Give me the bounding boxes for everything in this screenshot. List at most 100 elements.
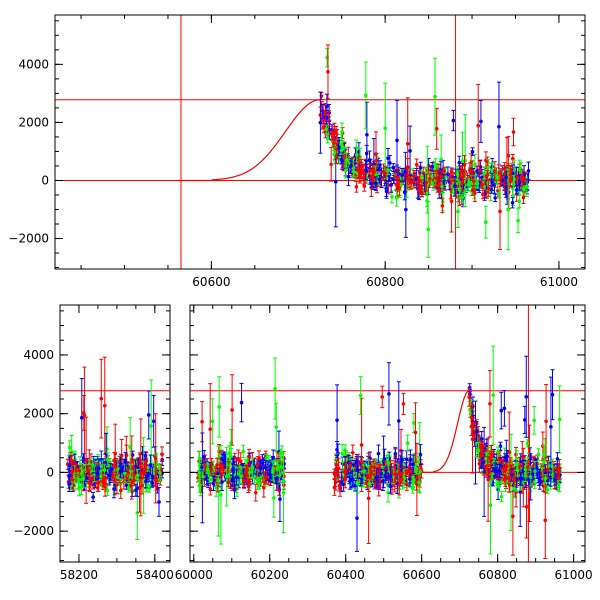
data-point	[69, 458, 74, 463]
data-point	[377, 177, 382, 182]
data-point	[517, 167, 522, 172]
data-point	[274, 425, 279, 429]
data-point	[363, 93, 368, 98]
data-point	[384, 186, 389, 191]
data-point	[105, 488, 110, 493]
data-point	[215, 463, 219, 467]
data-point	[374, 181, 378, 186]
data-point	[453, 184, 457, 188]
data-point	[449, 199, 454, 204]
data-point	[135, 473, 140, 478]
data-point	[417, 188, 421, 192]
data-point	[457, 160, 462, 165]
data-point	[241, 478, 246, 483]
data-point	[499, 175, 503, 180]
data-point	[217, 405, 221, 409]
data-point	[150, 474, 155, 479]
data-point	[414, 162, 419, 167]
data-point	[430, 164, 435, 169]
data-point	[96, 481, 101, 485]
data-point	[236, 457, 241, 462]
data-point	[511, 194, 515, 199]
data-point	[325, 104, 329, 109]
data-point	[390, 194, 394, 199]
data-point	[405, 141, 410, 146]
y-tick-label: 0	[46, 465, 54, 479]
data-point	[512, 167, 517, 171]
data-point	[412, 421, 416, 425]
data-point	[510, 200, 515, 205]
data-point	[470, 188, 475, 193]
data-point	[67, 482, 71, 487]
data-point	[197, 456, 202, 461]
data-point	[397, 186, 402, 190]
data-point	[86, 468, 90, 472]
data-point	[221, 467, 225, 472]
data-point	[340, 129, 344, 134]
x-tick-label: 60600	[192, 275, 230, 289]
bottom-left-plot-area	[60, 356, 170, 541]
data-point	[278, 497, 282, 501]
data-point	[216, 477, 220, 482]
data-point	[210, 419, 215, 424]
bottom-left-axes: 58200 58400 −2000 0 2000 4000	[13, 305, 174, 582]
data-point	[131, 466, 136, 470]
data-point	[263, 465, 268, 470]
data-point	[148, 463, 153, 467]
x-tick-label: 58400	[136, 568, 174, 582]
data-point	[91, 495, 95, 499]
data-point	[220, 480, 224, 484]
data-point	[337, 146, 341, 150]
data-point	[238, 459, 243, 464]
data-point	[456, 209, 460, 214]
data-point	[67, 463, 72, 468]
data-point	[97, 467, 101, 471]
bottom-left-plot-frame	[59, 304, 171, 563]
y-tick-label: 2000	[23, 407, 54, 421]
data-point	[409, 180, 413, 185]
data-point	[76, 480, 81, 484]
data-point	[433, 94, 437, 99]
data-point	[344, 158, 349, 162]
data-point	[476, 123, 481, 128]
data-point	[486, 165, 491, 170]
data-point	[396, 175, 400, 180]
data-point	[318, 120, 323, 125]
data-point	[208, 427, 212, 431]
data-point	[200, 465, 204, 470]
data-point	[367, 158, 372, 162]
data-point	[247, 480, 251, 485]
y-tick-label: −2000	[13, 524, 54, 538]
data-point	[504, 175, 509, 180]
data-point	[197, 484, 202, 488]
top-chart-panel: 60600 60800 61000 −2000 0 2000 4000	[8, 14, 586, 289]
data-point	[108, 469, 113, 474]
data-point	[434, 126, 439, 131]
data-point	[262, 486, 266, 490]
data-point	[71, 483, 76, 488]
data-point	[451, 118, 456, 123]
data-point	[350, 450, 355, 455]
data-point	[349, 164, 353, 168]
data-point	[84, 458, 88, 463]
data-point	[271, 496, 276, 500]
data-point	[508, 172, 513, 177]
data-point	[230, 408, 234, 412]
data-point	[216, 471, 220, 476]
data-point	[99, 396, 104, 401]
data-point	[374, 158, 379, 163]
data-point	[493, 169, 497, 173]
data-point	[497, 191, 502, 196]
data-point	[461, 174, 466, 179]
data-point	[407, 177, 411, 182]
data-point	[216, 489, 221, 493]
data-point	[275, 466, 279, 471]
data-point	[359, 164, 364, 169]
data-point	[118, 468, 123, 473]
data-point	[368, 169, 372, 173]
data-point	[386, 168, 390, 173]
data-point	[403, 170, 408, 174]
data-point	[484, 220, 488, 225]
data-point	[386, 156, 390, 161]
data-point	[425, 199, 429, 203]
